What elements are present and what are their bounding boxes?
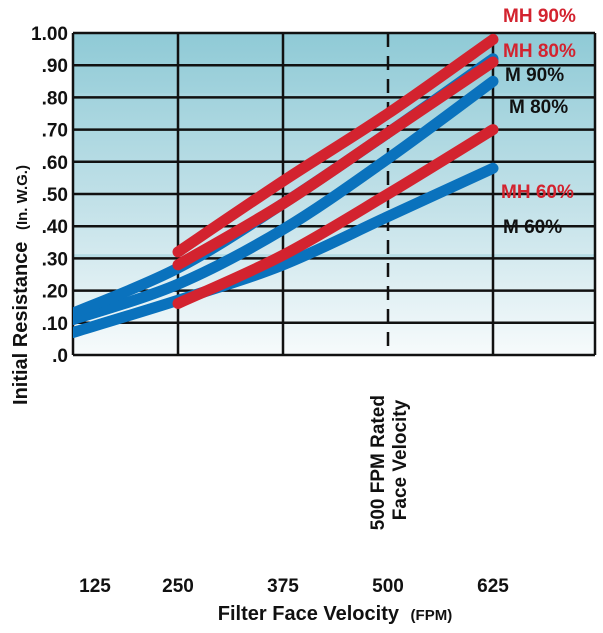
background-band	[73, 93, 595, 97]
annotation-line-2: Face Velocity	[390, 399, 411, 520]
grid-lines	[71, 31, 597, 357]
y-tick-label: 1.00	[31, 24, 68, 45]
x-axis-title-unit: (FPM)	[411, 607, 453, 624]
series-label-mh-60: MH 60%	[501, 182, 574, 203]
series-line-m-80	[73, 75, 499, 326]
y-tick-label: .30	[42, 249, 68, 270]
y-tick-label: .80	[42, 88, 68, 109]
series-line-mh-60	[172, 124, 499, 309]
series-label-m-60: M 60%	[503, 217, 562, 238]
series-line-m-60	[73, 162, 499, 338]
x-tick-label: 500	[372, 576, 404, 597]
series-label-m-80: M 80%	[509, 97, 568, 118]
series-labels: M 60% M 80% M 90% MH 60% MH 80% MH 90%	[501, 6, 576, 238]
x-tick-label: 125	[79, 576, 111, 597]
y-tick-label: .20	[42, 282, 68, 303]
y-tick-labels: .0 .10 .20 .30 .40 .50 .60 .70 .80 .90 1.00	[31, 24, 68, 367]
x-tick-label: 625	[477, 576, 509, 597]
series-lines	[73, 33, 499, 338]
x-tick-label: 250	[162, 576, 194, 597]
series-label-m-90: M 90%	[505, 65, 564, 86]
y-tick-label: .40	[42, 217, 68, 238]
x-tick-labels: 125 250 375 500 625	[79, 576, 509, 597]
series-label-mh-90: MH 90%	[503, 6, 576, 27]
x-axis-title-text: Filter Face Velocity	[218, 603, 400, 625]
x-axis-title: Filter Face Velocity (FPM)	[218, 603, 452, 625]
annotation-line-1: 500 FPM Rated	[368, 395, 389, 530]
y-tick-label: .0	[52, 346, 68, 367]
y-axis-title-text: Initial Resistance	[10, 242, 32, 405]
series-line-mh-80	[172, 56, 499, 271]
y-axis-title: Initial Resistance (In. W.G.)	[10, 165, 32, 405]
series-line-mh-90	[172, 33, 499, 258]
series-label-mh-80: MH 80%	[503, 41, 576, 62]
y-tick-label: .70	[42, 121, 68, 142]
y-tick-label: .10	[42, 314, 68, 335]
rated-velocity-annotation: 500 FPM Rated Face Velocity	[368, 390, 411, 530]
y-tick-label: .60	[42, 153, 68, 174]
y-tick-label: .50	[42, 185, 68, 206]
background-band	[73, 254, 595, 258]
y-tick-label: .90	[42, 56, 68, 77]
x-tick-label: 375	[267, 576, 299, 597]
y-axis-title-unit: (In. W.G.)	[14, 165, 31, 230]
